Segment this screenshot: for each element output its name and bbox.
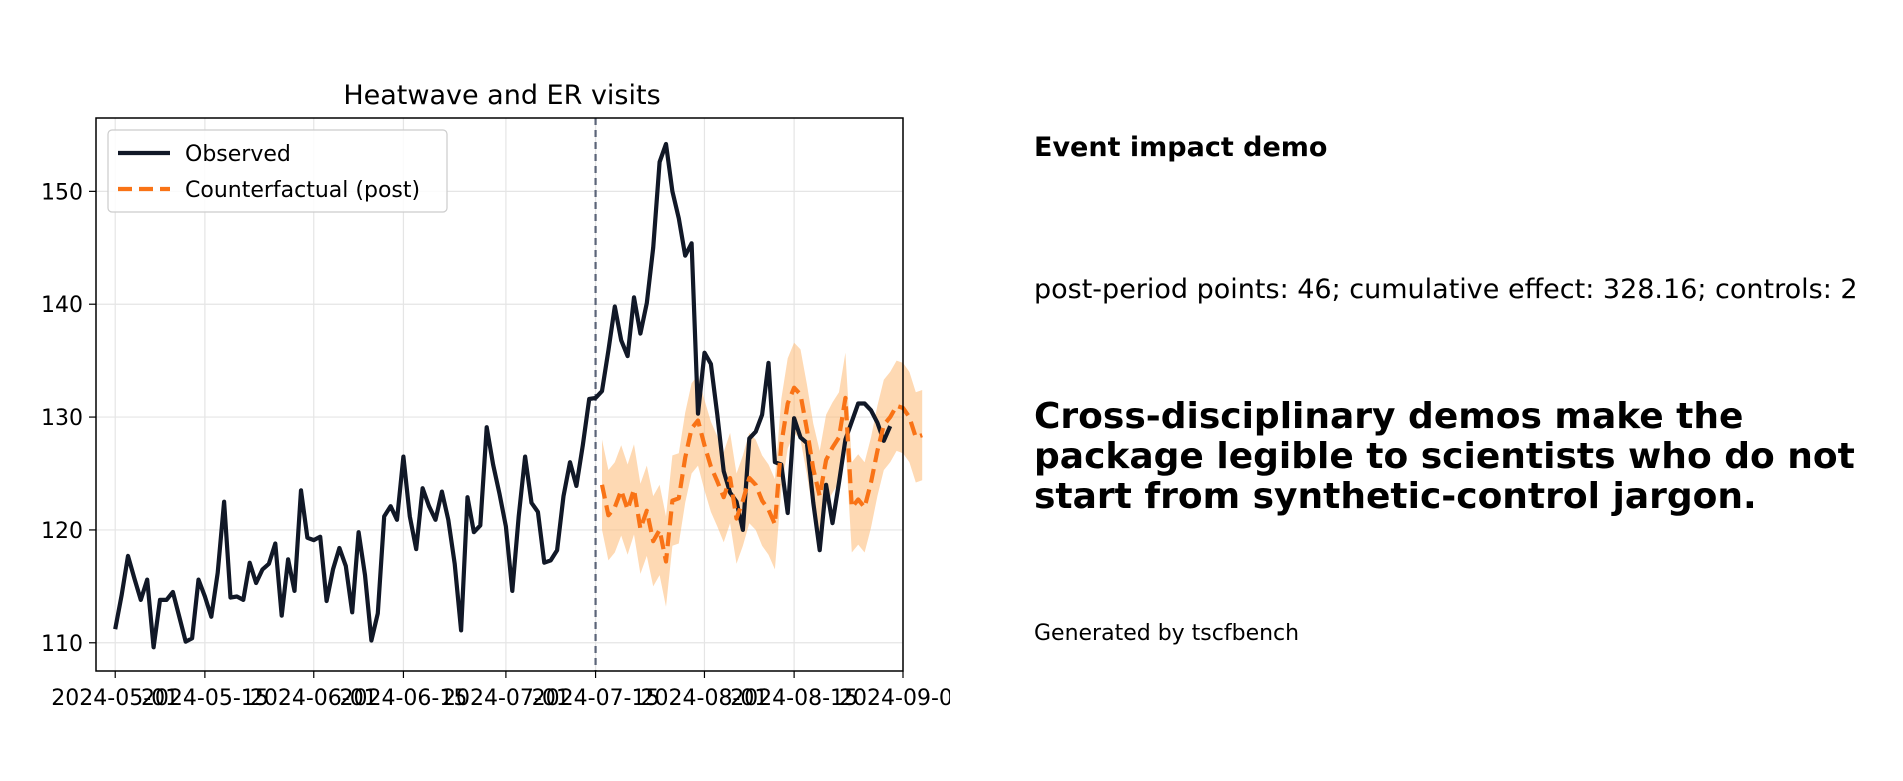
panel-tagline: Cross-disciplinary demos make the packag… bbox=[1034, 396, 1855, 517]
series-observed-line bbox=[113, 141, 893, 650]
x-tick-label: 2024-06-01 bbox=[250, 686, 378, 711]
x-tick-label: 2024-07-01 bbox=[442, 686, 570, 711]
plot-frame bbox=[95, 117, 904, 672]
chart: Heatwave and ER visits 110 120 130 140 150 2… bbox=[41, 80, 950, 711]
y-axis: 110 120 130 140 150 bbox=[41, 180, 96, 657]
chart-title: Heatwave and ER visits bbox=[343, 80, 660, 111]
y-tick-label: 150 bbox=[41, 180, 83, 205]
series-layer bbox=[113, 118, 923, 671]
y-tick-label: 110 bbox=[41, 632, 83, 657]
legend-box bbox=[107, 129, 448, 213]
x-tick-label: 2024-05-15 bbox=[141, 686, 269, 711]
y-tick-label: 120 bbox=[41, 519, 83, 544]
x-tick-label: 2024-09-01 bbox=[839, 686, 950, 711]
x-tick-label: 2024-08-01 bbox=[641, 686, 769, 711]
legend: Observed Counterfactual (post) bbox=[107, 129, 448, 213]
x-tick-label: 2024-07-15 bbox=[532, 686, 660, 711]
x-tick-label: 2024-06-15 bbox=[339, 686, 467, 711]
panel-heading: Event impact demo bbox=[1034, 132, 1328, 163]
panel-stats: post-period points: 46; cumulative effec… bbox=[1034, 274, 1858, 305]
y-tick-label: 140 bbox=[41, 293, 83, 318]
x-tick-label: 2024-05-01 bbox=[51, 686, 179, 711]
x-tick-label: 2024-08-15 bbox=[730, 686, 858, 711]
legend-label: Observed bbox=[185, 142, 291, 167]
y-tick-label: 130 bbox=[41, 406, 83, 431]
x-axis: 2024-05-012024-05-152024-06-012024-06-15… bbox=[51, 671, 950, 711]
series-counterfactual-line bbox=[599, 385, 923, 564]
legend-label: Counterfactual (post) bbox=[185, 178, 420, 203]
panel-footer: Generated by tscfbench bbox=[1034, 621, 1300, 646]
